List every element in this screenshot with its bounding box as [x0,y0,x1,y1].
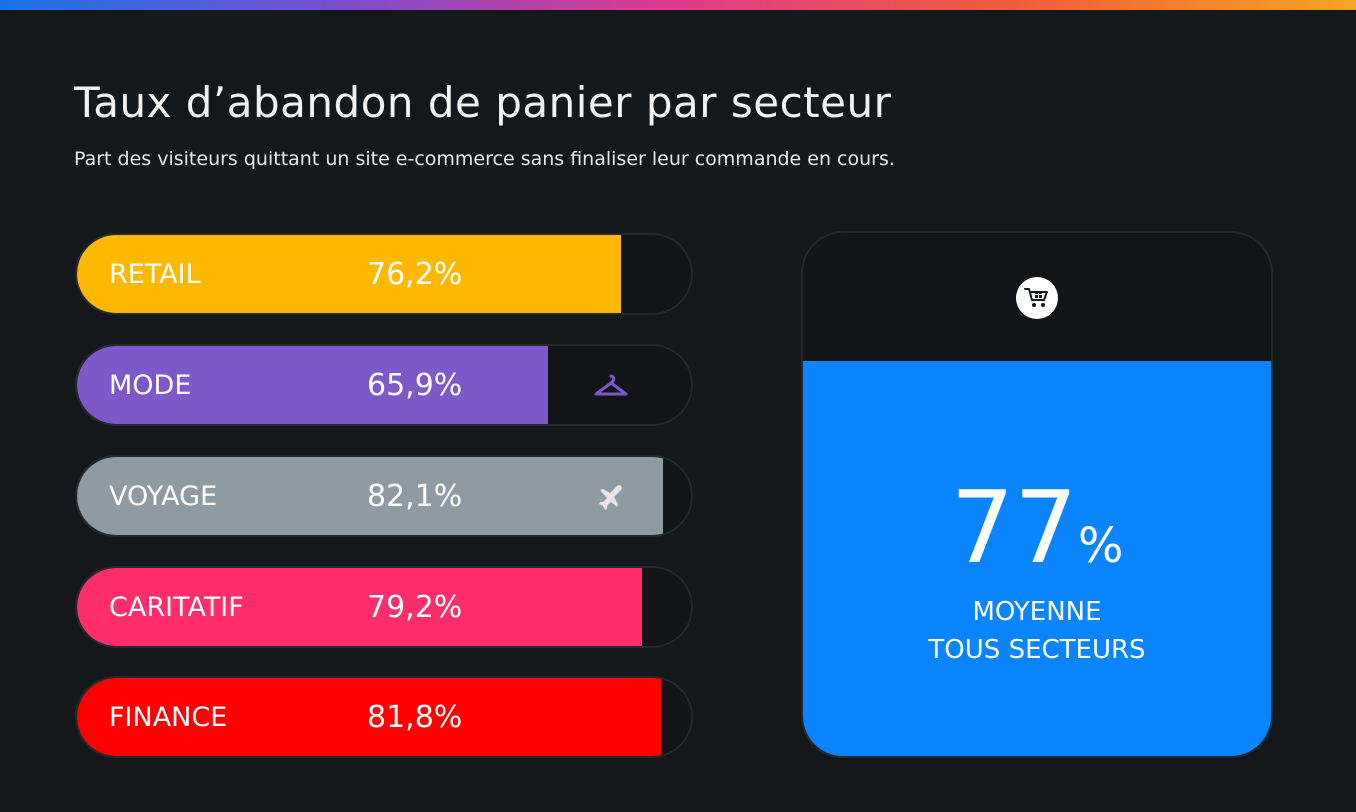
bar-label: CARITATIF [109,591,244,623]
bar-label: MODE [109,369,192,401]
average-card: 77% MOYENNE TOUS SECTEURS [801,231,1273,758]
credit-card-icon [571,678,651,756]
bar-mode [77,346,548,424]
bar-value-label: 81,8% [367,699,463,735]
bar-row-finance: FINANCE 81,8% [75,676,693,758]
bar-value-label: 82,1% [367,478,463,514]
chart-title: Taux d’abandon de panier par secteur [74,78,892,127]
bar-row-caritatif: CARITATIF 79,2% [75,566,693,648]
average-label-line1: MOYENNE [972,597,1102,627]
bar-label: FINANCE [109,701,228,733]
bar-finance [77,678,661,756]
bar-value-label: 79,2% [367,589,463,625]
chart-subtitle: Part des visiteurs quittant un site e-co… [74,148,895,170]
bar-value-label: 65,9% [367,367,463,403]
bar-label: VOYAGE [109,480,218,512]
average-value: 77% [803,469,1271,586]
shopping-cart-icon [1024,288,1048,307]
bar-voyage [77,457,663,535]
bar-row-voyage: VOYAGE 82,1% [75,455,693,537]
shopping-cart-badge [1016,277,1058,319]
average-unit: % [1077,518,1124,574]
bar-value-label: 76,2% [367,256,463,292]
bar-retail [77,235,621,313]
heart-icon [571,568,651,646]
average-label: MOYENNE TOUS SECTEURS [803,593,1271,669]
bar-row-retail: RETAIL 76,2% [75,233,693,315]
average-fill: 77% MOYENNE TOUS SECTEURS [803,361,1271,756]
top-gradient-bar [0,0,1356,10]
bar-row-mode: MODE 65,9% [75,344,693,426]
bar-label: RETAIL [109,258,201,290]
hanger-icon [571,346,651,424]
airplane-icon [571,457,651,535]
bar-caritatif [77,568,642,646]
shopping-bag-icon [571,235,651,313]
average-label-line2: TOUS SECTEURS [928,635,1146,665]
average-card-header [803,233,1271,361]
average-number: 77 [950,469,1078,586]
